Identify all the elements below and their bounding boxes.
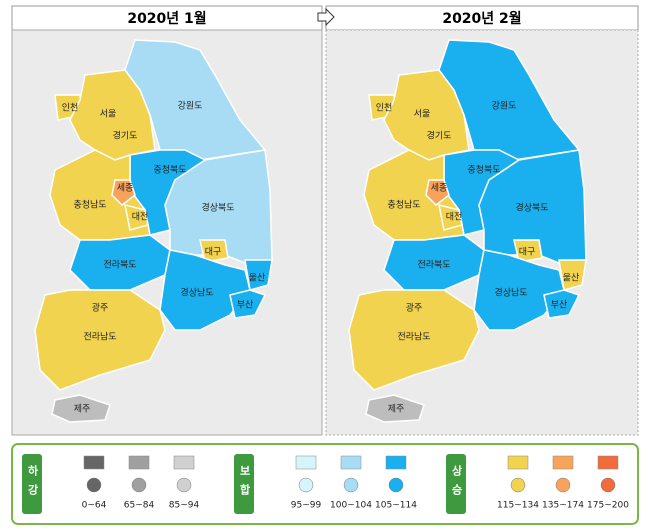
legend-icon — [600, 477, 616, 493]
region — [199, 239, 229, 263]
header: 2020년 1월 — [127, 10, 206, 27]
legend-icon — [555, 477, 571, 493]
region-label: 전라남도 — [83, 332, 116, 343]
legend-icon — [510, 477, 526, 493]
region-label: 경상북도 — [201, 202, 234, 214]
legend-icon — [298, 477, 314, 493]
legend-box — [11, 443, 639, 525]
region-label: 충청북도 — [153, 165, 186, 176]
legend-label: 100~104 — [330, 501, 372, 511]
legend-icon — [86, 477, 102, 493]
region-label: 대전 — [132, 212, 149, 223]
legend: 하강 0~64 65~84 85~94 보합 95~99 100~104 105~114 상승 1… — [22, 454, 629, 514]
legend-swatch — [507, 455, 529, 470]
legend-icon — [343, 477, 359, 493]
region-label: 경상남도 — [494, 287, 527, 299]
region-label: 제주 — [388, 404, 405, 415]
region — [513, 239, 543, 263]
legend-label: 85~94 — [169, 501, 200, 511]
header-box — [11, 5, 323, 31]
region — [438, 203, 463, 231]
legend-group: 하강 — [26, 464, 39, 503]
region — [34, 289, 166, 391]
region-label: 대구 — [205, 247, 222, 258]
region — [425, 179, 450, 206]
legend-label: 95~99 — [291, 501, 322, 511]
region-label: 경기도 — [427, 130, 452, 142]
legend-swatch — [173, 455, 195, 470]
region — [229, 289, 267, 319]
legend-swatch — [295, 455, 317, 470]
region-label: 울산 — [249, 273, 266, 284]
region-label: 대구 — [519, 247, 536, 258]
legend-swatch — [385, 455, 407, 470]
legend-label: 135~174 — [542, 501, 584, 511]
region-label: 광주 — [92, 302, 109, 314]
region-label: 충청남도 — [387, 200, 420, 211]
legend-icon — [176, 477, 192, 493]
legend-icon — [131, 477, 147, 493]
legend-icon — [388, 477, 404, 493]
header: 2020년 2월 — [442, 10, 521, 27]
region — [348, 289, 480, 391]
region-label: 강원도 — [492, 101, 517, 112]
region — [111, 179, 136, 206]
region-label: 울산 — [563, 273, 580, 284]
region-label: 세종 — [431, 183, 448, 194]
region — [365, 394, 425, 423]
legend-label: 175~200 — [587, 501, 629, 511]
header-box — [325, 5, 639, 31]
region-label: 서울 — [414, 109, 431, 120]
region — [473, 249, 565, 331]
region-label: 경상남도 — [180, 287, 213, 299]
region-label: 경상북도 — [515, 202, 548, 214]
region-label: 전라북도 — [103, 260, 136, 271]
legend-label: 115~134 — [497, 501, 539, 511]
legend-label: 0~64 — [82, 501, 107, 511]
arrow-icon — [317, 7, 335, 27]
legend-tag — [446, 454, 466, 514]
region-label: 세종 — [117, 183, 134, 194]
region-label: 인천 — [376, 103, 393, 114]
region-label: 강원도 — [178, 101, 203, 112]
legend-swatch — [83, 455, 105, 470]
region-label: 전라남도 — [397, 332, 430, 343]
region-label: 인천 — [62, 103, 79, 114]
region-label: 서울 — [100, 109, 117, 120]
region — [543, 289, 581, 319]
region-label: 부산 — [551, 300, 568, 311]
region-label: 전라북도 — [417, 260, 450, 271]
legend-swatch — [552, 455, 574, 470]
legend-group: 보합 — [238, 465, 251, 503]
legend-tag — [22, 454, 42, 514]
legend-label: 65~84 — [124, 501, 155, 511]
region — [159, 249, 251, 331]
region — [244, 259, 273, 291]
region — [124, 203, 149, 231]
region — [51, 394, 111, 423]
region-label: 충청남도 — [73, 200, 106, 211]
region-label: 경기도 — [113, 130, 138, 142]
region-label: 충청북도 — [467, 165, 500, 176]
legend-label: 105~114 — [375, 501, 417, 511]
legend-group: 상승 — [450, 464, 463, 503]
region-label: 광주 — [406, 302, 423, 314]
region-label: 대전 — [446, 212, 463, 223]
region-label: 부산 — [237, 300, 254, 311]
legend-tag — [234, 454, 254, 514]
region-label: 제주 — [74, 404, 91, 415]
legend-swatch — [340, 455, 362, 470]
legend-swatch — [597, 455, 619, 470]
legend-swatch — [128, 455, 150, 470]
region — [558, 259, 587, 291]
